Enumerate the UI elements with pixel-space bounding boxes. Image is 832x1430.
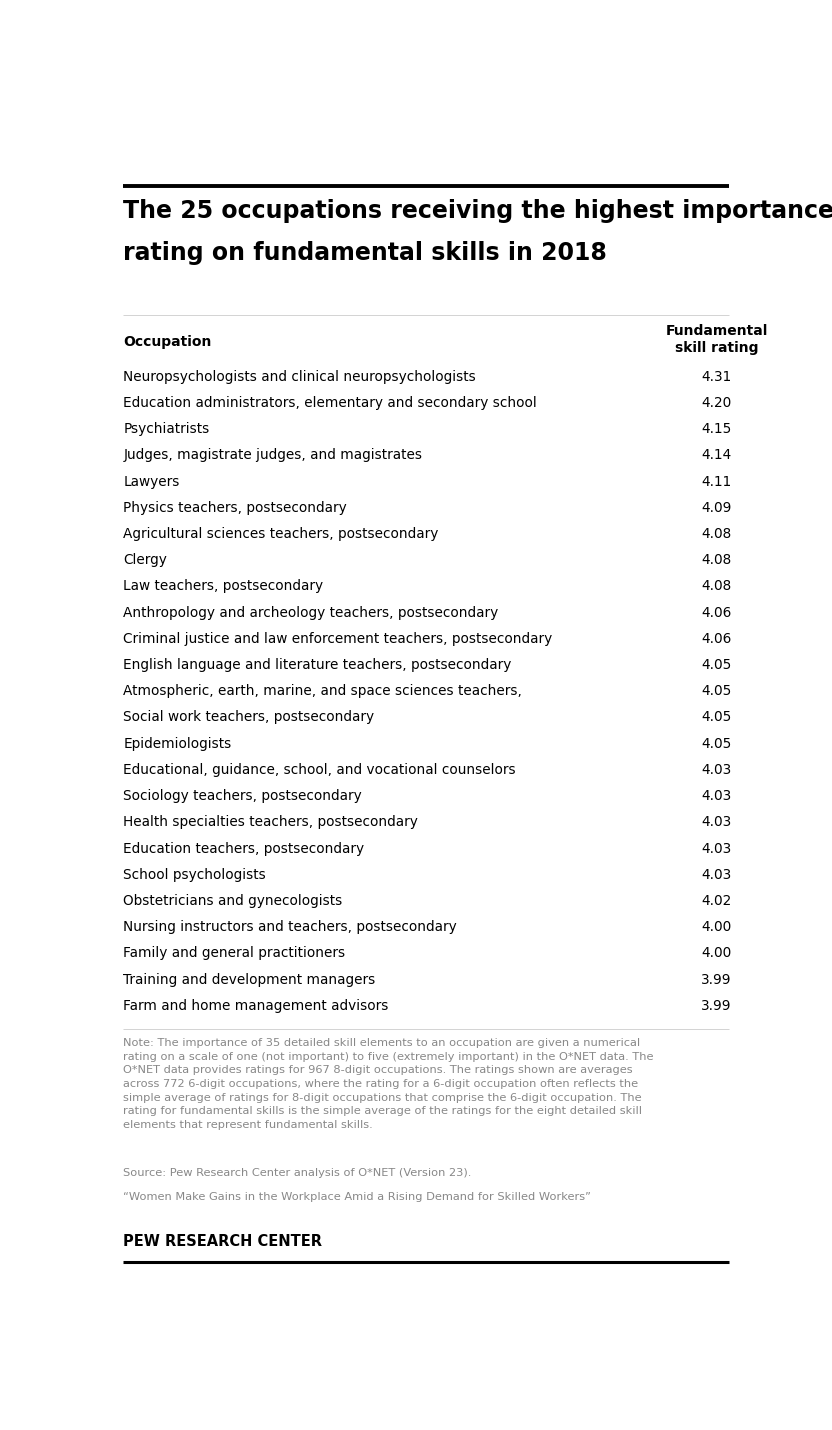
- Text: Atmospheric, earth, marine, and space sciences teachers,: Atmospheric, earth, marine, and space sc…: [123, 685, 522, 698]
- Text: 4.02: 4.02: [701, 894, 731, 908]
- Text: Neuropsychologists and clinical neuropsychologists: Neuropsychologists and clinical neuropsy…: [123, 370, 476, 383]
- Text: Judges, magistrate judges, and magistrates: Judges, magistrate judges, and magistrat…: [123, 449, 423, 462]
- Text: 4.06: 4.06: [701, 632, 731, 646]
- Text: 4.31: 4.31: [701, 370, 731, 383]
- Text: Social work teachers, postsecondary: Social work teachers, postsecondary: [123, 711, 374, 725]
- Text: Education teachers, postsecondary: Education teachers, postsecondary: [123, 841, 364, 855]
- Text: Occupation: Occupation: [123, 335, 211, 349]
- Text: Law teachers, postsecondary: Law teachers, postsecondary: [123, 579, 324, 593]
- Text: 4.05: 4.05: [701, 685, 732, 698]
- Text: 4.08: 4.08: [701, 528, 731, 541]
- Text: 4.20: 4.20: [701, 396, 731, 410]
- Text: 4.08: 4.08: [701, 553, 731, 568]
- Text: Source: Pew Research Center analysis of O*NET (Version 23).: Source: Pew Research Center analysis of …: [123, 1168, 472, 1178]
- Text: Obstetricians and gynecologists: Obstetricians and gynecologists: [123, 894, 343, 908]
- Text: 4.05: 4.05: [701, 711, 732, 725]
- Text: The 25 occupations receiving the highest importance: The 25 occupations receiving the highest…: [123, 199, 832, 223]
- Text: Physics teachers, postsecondary: Physics teachers, postsecondary: [123, 500, 347, 515]
- Text: Fundamental
skill rating: Fundamental skill rating: [666, 323, 768, 355]
- Text: Epidemiologists: Epidemiologists: [123, 736, 231, 751]
- Text: Farm and home management advisors: Farm and home management advisors: [123, 998, 389, 1012]
- Text: 4.03: 4.03: [701, 868, 731, 882]
- Text: 4.03: 4.03: [701, 815, 731, 829]
- Text: Note: The importance of 35 detailed skill elements to an occupation are given a : Note: The importance of 35 detailed skil…: [123, 1038, 654, 1130]
- Text: 4.03: 4.03: [701, 841, 731, 855]
- Text: School psychologists: School psychologists: [123, 868, 266, 882]
- Text: “Women Make Gains in the Workplace Amid a Rising Demand for Skilled Workers”: “Women Make Gains in the Workplace Amid …: [123, 1193, 592, 1203]
- Text: Clergy: Clergy: [123, 553, 167, 568]
- Text: Education administrators, elementary and secondary school: Education administrators, elementary and…: [123, 396, 537, 410]
- Text: 4.06: 4.06: [701, 606, 731, 619]
- Text: Sociology teachers, postsecondary: Sociology teachers, postsecondary: [123, 789, 362, 804]
- Text: Criminal justice and law enforcement teachers, postsecondary: Criminal justice and law enforcement tea…: [123, 632, 552, 646]
- Text: rating on fundamental skills in 2018: rating on fundamental skills in 2018: [123, 242, 607, 265]
- Text: 4.05: 4.05: [701, 736, 732, 751]
- Text: 4.08: 4.08: [701, 579, 731, 593]
- Text: English language and literature teachers, postsecondary: English language and literature teachers…: [123, 658, 512, 672]
- Text: 4.05: 4.05: [701, 658, 732, 672]
- Text: Anthropology and archeology teachers, postsecondary: Anthropology and archeology teachers, po…: [123, 606, 498, 619]
- Text: 4.00: 4.00: [701, 947, 731, 961]
- Text: Psychiatrists: Psychiatrists: [123, 422, 210, 436]
- Text: 4.11: 4.11: [701, 475, 731, 489]
- Text: PEW RESEARCH CENTER: PEW RESEARCH CENTER: [123, 1234, 322, 1250]
- Text: 4.03: 4.03: [701, 789, 731, 804]
- Text: 4.09: 4.09: [701, 500, 732, 515]
- Text: 3.99: 3.99: [701, 972, 732, 987]
- Text: Health specialties teachers, postsecondary: Health specialties teachers, postseconda…: [123, 815, 418, 829]
- Text: 4.14: 4.14: [701, 449, 731, 462]
- Text: 4.00: 4.00: [701, 919, 731, 934]
- Text: Family and general practitioners: Family and general practitioners: [123, 947, 345, 961]
- Text: Lawyers: Lawyers: [123, 475, 180, 489]
- Text: 3.99: 3.99: [701, 998, 732, 1012]
- Text: 4.03: 4.03: [701, 762, 731, 776]
- Text: Agricultural sciences teachers, postsecondary: Agricultural sciences teachers, postseco…: [123, 528, 438, 541]
- Text: Training and development managers: Training and development managers: [123, 972, 375, 987]
- Text: Nursing instructors and teachers, postsecondary: Nursing instructors and teachers, postse…: [123, 919, 457, 934]
- Text: Educational, guidance, school, and vocational counselors: Educational, guidance, school, and vocat…: [123, 762, 516, 776]
- Text: 4.15: 4.15: [701, 422, 732, 436]
